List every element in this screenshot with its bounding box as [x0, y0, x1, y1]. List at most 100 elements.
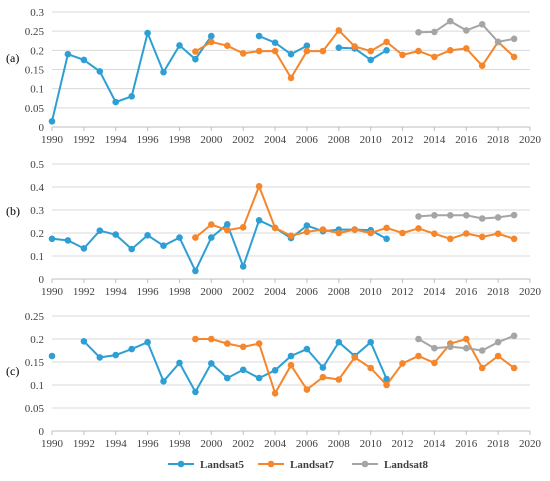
- data-point: [255, 374, 263, 382]
- data-point: [415, 225, 422, 232]
- data-point: [510, 235, 518, 243]
- data-point: [335, 338, 343, 346]
- data-point: [255, 32, 263, 40]
- data-point: [367, 229, 375, 237]
- data-point: [271, 224, 279, 232]
- data-point: [128, 345, 135, 353]
- data-point: [208, 234, 215, 241]
- data-point: [271, 390, 279, 397]
- data-point: [287, 50, 295, 58]
- x-tick-label: 2020: [519, 438, 542, 450]
- x-tick-label: 2020: [519, 134, 542, 146]
- data-point: [510, 332, 518, 340]
- y-tick-label: 0.15: [25, 65, 45, 77]
- x-tick-label: 1994: [105, 134, 128, 146]
- series-landsat8: [415, 332, 518, 354]
- data-point: [112, 351, 119, 359]
- x-tick-label: 2004: [264, 286, 287, 298]
- x-tick-label: 2016: [455, 134, 478, 146]
- data-point: [80, 56, 88, 64]
- data-point: [192, 388, 199, 396]
- data-point: [160, 242, 167, 249]
- x-tick-label: 1990: [41, 438, 64, 450]
- data-point: [447, 235, 454, 243]
- x-tick-label: 1992: [73, 438, 95, 450]
- data-point: [160, 68, 167, 76]
- data-point: [415, 213, 422, 220]
- x-tick-label: 2020: [519, 286, 542, 298]
- x-tick-label: 2010: [360, 134, 383, 146]
- data-point: [478, 347, 486, 354]
- x-tick-label: 2014: [423, 286, 446, 298]
- data-point: [319, 364, 327, 371]
- data-point: [431, 230, 438, 237]
- data-point: [510, 211, 518, 219]
- data-point: [399, 360, 406, 367]
- x-tick-label: 1994: [105, 286, 128, 298]
- data-point: [494, 214, 502, 221]
- y-tick-label: 0.1: [30, 380, 44, 392]
- data-point: [510, 364, 518, 372]
- data-point: [192, 335, 199, 343]
- data-point: [463, 230, 470, 237]
- legend-label: Landsat5: [200, 459, 245, 471]
- data-point: [335, 376, 343, 383]
- data-point: [271, 39, 279, 46]
- data-point: [224, 42, 231, 49]
- panel-label: (c): [6, 364, 19, 378]
- x-tick-label: 2006: [296, 438, 319, 450]
- data-point: [415, 352, 422, 360]
- data-point: [239, 263, 247, 270]
- data-point: [463, 212, 470, 219]
- x-tick-label: 2010: [360, 286, 383, 298]
- data-point: [128, 93, 135, 100]
- data-point: [208, 335, 215, 343]
- data-point: [303, 228, 311, 236]
- x-tick-label: 2002: [232, 286, 254, 298]
- y-tick-label: 0.25: [25, 311, 45, 323]
- data-point: [255, 183, 263, 190]
- data-point: [478, 215, 486, 222]
- data-point: [239, 366, 247, 374]
- data-point: [224, 340, 231, 347]
- data-point: [224, 226, 231, 234]
- y-tick-label: 0.05: [25, 403, 45, 415]
- x-tick-label: 2000: [200, 438, 223, 450]
- data-point: [319, 226, 327, 233]
- x-tick-label: 2006: [296, 286, 319, 298]
- y-tick-label: 0: [39, 122, 45, 134]
- data-point: [351, 226, 359, 233]
- data-point: [463, 27, 470, 34]
- data-point: [48, 235, 56, 243]
- data-point: [96, 68, 104, 75]
- y-tick-label: 0.15: [25, 357, 45, 369]
- data-point: [64, 50, 72, 58]
- y-tick-label: 0.1: [30, 84, 44, 96]
- x-tick-label: 1990: [41, 134, 64, 146]
- data-point: [239, 343, 247, 351]
- x-tick-label: 2014: [423, 438, 446, 450]
- data-point: [383, 375, 390, 383]
- data-point: [478, 21, 486, 28]
- x-tick-label: 2002: [232, 134, 254, 146]
- data-point: [494, 338, 502, 346]
- data-point: [303, 47, 311, 55]
- data-point: [463, 335, 470, 343]
- data-point: [447, 47, 454, 54]
- x-tick-label: 1996: [137, 438, 160, 450]
- data-point: [319, 47, 327, 55]
- data-point: [255, 340, 263, 347]
- data-point: [208, 38, 215, 46]
- x-tick-label: 2012: [392, 438, 414, 450]
- data-point: [351, 43, 359, 50]
- data-point: [431, 53, 438, 61]
- data-point: [208, 32, 215, 40]
- legend: Landsat5 Landsat7 Landsat8: [168, 459, 429, 471]
- x-tick-label: 1990: [41, 286, 64, 298]
- data-point: [383, 235, 390, 243]
- data-point: [192, 48, 199, 55]
- legend-item-landsat5: Landsat5: [168, 459, 245, 471]
- series-landsat5: [48, 29, 390, 125]
- data-point: [144, 232, 151, 239]
